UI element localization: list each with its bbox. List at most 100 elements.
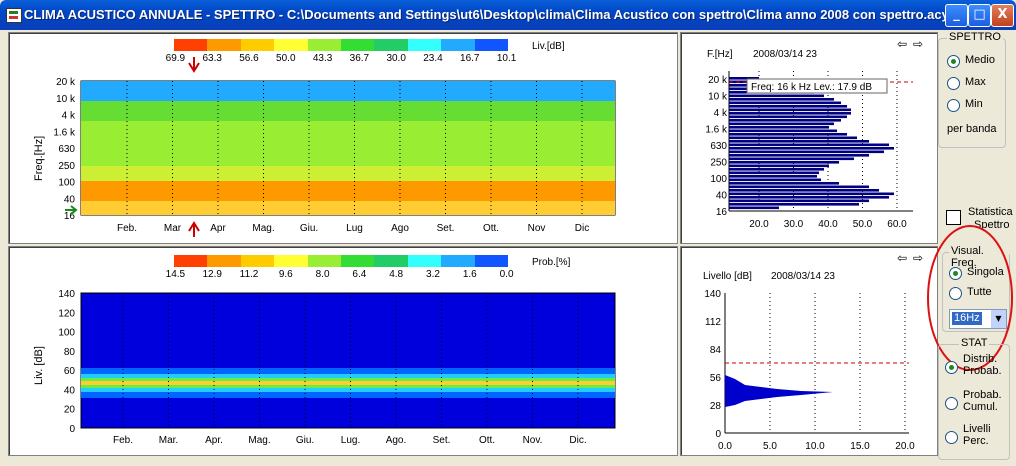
month-label-bottom: Mag. xyxy=(248,435,270,446)
radio-singola[interactable] xyxy=(949,267,962,280)
visual-freq-group: Visual. Freq. Singola Tutte 16Hz ▼ xyxy=(942,245,1010,332)
spectrum-bar xyxy=(729,189,879,192)
spectrogram-panel[interactable]: 69.9 63.3 56.6 50.0 43.3 36.7 30.0 23.4 16.7 10.1… xyxy=(8,32,678,244)
scale-value: 56.6 xyxy=(239,53,259,64)
spectrum-bar xyxy=(729,115,847,119)
bar-freq-tick: 10 k xyxy=(708,92,728,103)
spettro-title: SPETTRO xyxy=(947,31,1003,43)
scale-swatch xyxy=(407,39,442,51)
scale-value: 9.6 xyxy=(278,269,293,280)
dist-level-tick: 84 xyxy=(710,345,722,356)
minimize-button[interactable]: _ xyxy=(945,4,968,27)
month-label-bottom: Feb. xyxy=(113,435,133,446)
scale-swatch xyxy=(474,255,509,267)
prob-scale-title: Prob.[%] xyxy=(532,257,571,268)
scale-value: 16.7 xyxy=(460,53,480,64)
radio-tutte[interactable] xyxy=(949,287,962,300)
scale-swatch xyxy=(207,255,241,267)
app-icon xyxy=(6,8,22,23)
label-max: Max xyxy=(965,76,986,88)
scale-swatch xyxy=(341,39,375,51)
month-label-bottom: Ago. xyxy=(386,435,407,446)
prev-icon[interactable]: ⇦ xyxy=(897,37,908,51)
chevron-down-icon[interactable]: ▼ xyxy=(991,310,1006,328)
dist-level-tick: 0 xyxy=(715,429,721,440)
spectrogram-top-band xyxy=(81,81,615,101)
next-icon[interactable]: ⇨ xyxy=(913,37,924,51)
bar-freq-tick: 1.6 k xyxy=(705,125,728,136)
month-label-bottom: Lug. xyxy=(341,435,360,446)
spectrum-bar-panel[interactable]: F.[Hz] 2008/03/14 23 ⇦ ⇨ 20 k 10 k 4 k 1.6 … xyxy=(680,32,938,244)
radio-max[interactable] xyxy=(947,77,960,90)
spectrum-bar xyxy=(729,185,869,189)
scale-swatch xyxy=(407,255,442,267)
freq-tick-label: 40 xyxy=(64,194,76,205)
month-labels-bottom: Feb. Mar. Apr. Mag. Giu. Lug. Ago. Set. Ott. Nov.… xyxy=(113,435,587,446)
scale-swatch xyxy=(174,255,208,267)
freq-select[interactable]: 16Hz ▼ xyxy=(949,309,1007,329)
spectrogram-band-3 xyxy=(81,166,615,181)
prob-band-peak xyxy=(81,381,615,385)
spectrum-bar xyxy=(729,147,894,150)
spectrum-bar xyxy=(729,161,839,164)
spectrum-bar xyxy=(729,171,819,175)
bar-level-tick: 30.0 xyxy=(784,219,804,230)
scale-value: 3.2 xyxy=(426,269,440,280)
month-label: Mag. xyxy=(252,223,274,234)
spectrum-bar xyxy=(729,108,851,112)
scale-swatch xyxy=(341,255,375,267)
prev-icon-2[interactable]: ⇦ xyxy=(897,251,908,265)
level-scale-title: Liv.[dB] xyxy=(532,41,565,52)
spettro-group: SPETTRO Medio Max Min per banda xyxy=(938,31,1006,148)
label-distrib: Distrib. xyxy=(963,353,998,365)
bar-freq-tick: 250 xyxy=(710,158,727,169)
bar-level-tick: 50.0 xyxy=(853,219,873,230)
scale-swatch xyxy=(374,39,408,51)
bar-tooltip-box xyxy=(746,78,888,94)
radio-probab-cumul[interactable] xyxy=(945,397,958,410)
radio-distrib-probab[interactable] xyxy=(945,361,958,374)
scale-swatch xyxy=(240,39,275,51)
level-label: Livello [dB] xyxy=(703,271,752,282)
freq-ticks: 20 k 10 k 4 k 1.6 k 630 250 100 40 16 xyxy=(53,77,76,222)
scale-value: 43.3 xyxy=(312,53,333,64)
spectrum-bar xyxy=(729,192,894,196)
prob-color-scale xyxy=(174,255,509,267)
spectrum-bar xyxy=(729,101,841,105)
title-bar[interactable]: CLIMA ACUSTICO ANNUALE - SPETTRO - C:\Do… xyxy=(0,0,1016,30)
spectrum-bar xyxy=(729,94,824,98)
scale-swatch xyxy=(441,255,475,267)
scale-swatch xyxy=(441,39,475,51)
statistica-spettro-button[interactable]: Statistica Spettro xyxy=(944,206,1014,238)
spectrum-bar xyxy=(729,196,889,199)
month-label-bottom: Set. xyxy=(433,435,451,446)
level-dist-panel[interactable]: Livello [dB] 2008/03/14 23 ⇦ ⇨ 140 112 84 5… xyxy=(680,246,938,456)
label-min: Min xyxy=(965,98,983,110)
spectrum-bar-chart: 20 k 10 k 4 k 1.6 k 630 250 100 40 16 20.0 30.0 40… xyxy=(705,71,913,230)
label-medio: Medio xyxy=(965,54,995,66)
level-tick-label: 0 xyxy=(69,424,75,435)
scale-value: 63.3 xyxy=(202,53,222,64)
dist-prob-tick: 0.0 xyxy=(718,441,732,452)
close-button[interactable]: X xyxy=(991,4,1014,27)
spectrum-bar xyxy=(729,175,817,178)
radio-medio[interactable] xyxy=(947,55,960,68)
window-title: CLIMA ACUSTICO ANNUALE - SPETTRO - C:\Do… xyxy=(24,7,949,22)
spectrum-bar xyxy=(729,154,869,157)
month-label: Feb. xyxy=(117,223,137,234)
spectrum-bar xyxy=(729,105,847,108)
dist-level-tick: 140 xyxy=(704,289,721,300)
radio-livelli-perc[interactable] xyxy=(945,431,958,444)
spectrogram-chart: 20 k 10 k 4 k 1.6 k 630 250 100 40 16 Feb. Mar Apr… xyxy=(53,57,616,237)
month-label: Ago xyxy=(391,223,409,234)
spettro-label: Spettro xyxy=(974,219,1010,231)
radio-min[interactable] xyxy=(947,99,960,112)
probability-panel[interactable]: 14.5 12.9 11.2 9.6 8.0 6.4 4.8 3.2 1.6 0.0 Prob.[… xyxy=(8,246,678,456)
time-marker-arrow-up xyxy=(188,221,200,237)
spectrum-bar xyxy=(729,150,884,154)
maximize-button[interactable]: □ xyxy=(968,4,991,27)
next-icon-2[interactable]: ⇨ xyxy=(913,251,924,265)
scale-value: 69.9 xyxy=(165,53,186,64)
level-tick-label: 60 xyxy=(64,366,76,377)
freq-select-value: 16Hz xyxy=(952,312,982,325)
